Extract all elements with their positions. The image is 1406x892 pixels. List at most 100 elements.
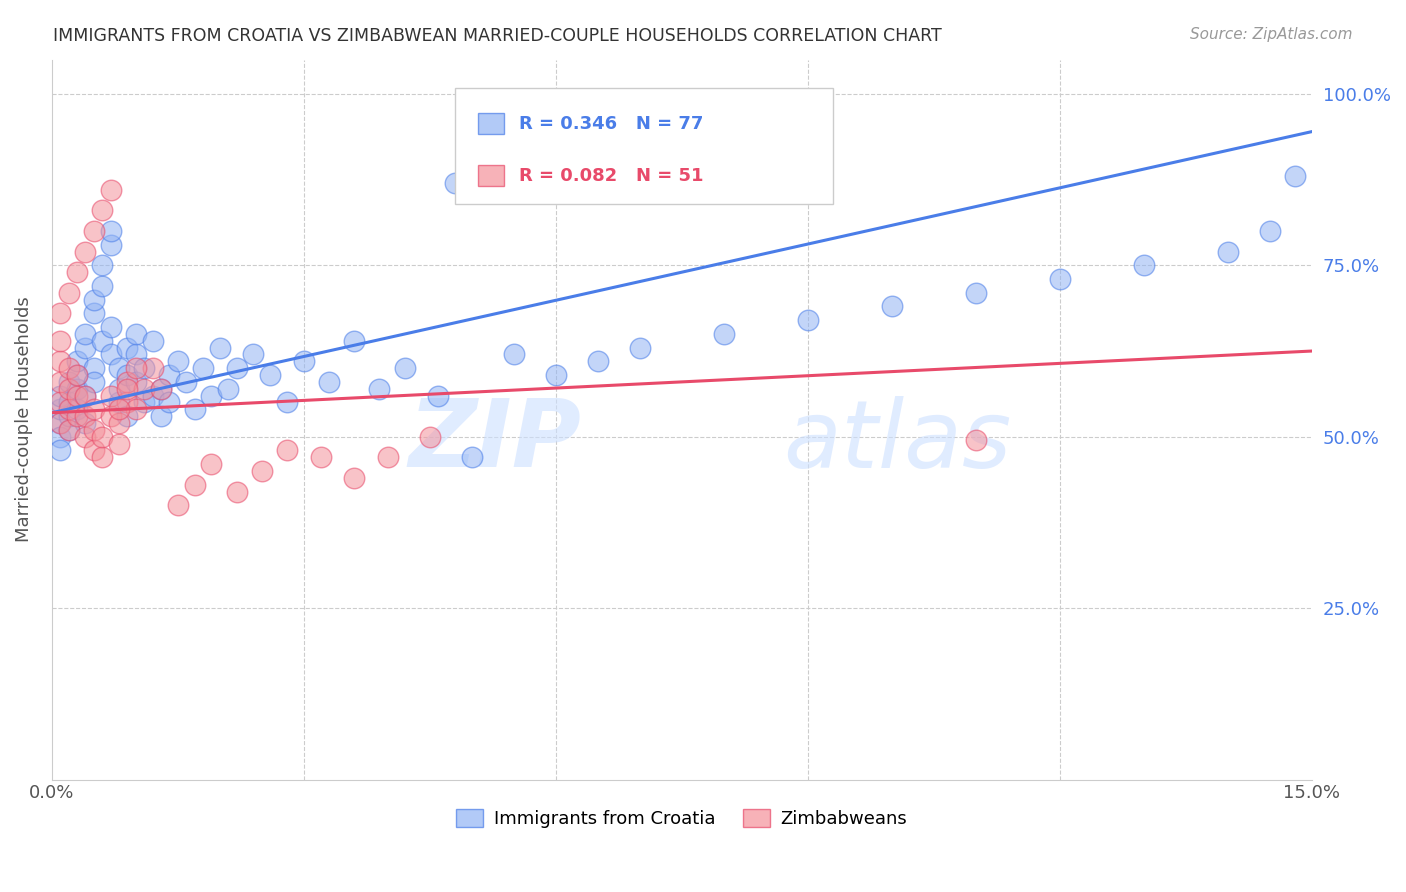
Point (343, 334, 366, 348)
Point (628, 341, 651, 355)
Point (83, 361, 105, 376)
Point (125, 326, 148, 341)
Point (83, 423, 105, 437)
FancyBboxPatch shape (478, 165, 505, 186)
Point (58, 402, 80, 417)
Point (83, 375, 105, 389)
Point (149, 409, 172, 424)
Point (217, 382, 239, 396)
Point (1216, 244, 1239, 259)
Point (183, 477, 205, 491)
Point (225, 484, 247, 499)
Point (142, 361, 165, 376)
Point (83, 402, 105, 417)
Point (125, 402, 148, 417)
Point (75, 389, 97, 403)
Point (108, 395, 131, 409)
Text: IMMIGRANTS FROM CROATIA VS ZIMBABWEAN MARRIED-COUPLE HOUSEHOLDS CORRELATION CHAR: IMMIGRANTS FROM CROATIA VS ZIMBABWEAN MA… (53, 27, 942, 45)
Point (91, 258, 114, 272)
Point (49, 306, 72, 320)
Point (108, 402, 131, 417)
Point (125, 361, 148, 376)
Point (276, 443, 298, 458)
Point (49, 430, 72, 444)
Text: R = 0.082   N = 51: R = 0.082 N = 51 (519, 167, 704, 185)
Point (208, 341, 231, 355)
Point (91, 430, 114, 444)
Point (83, 293, 105, 307)
Point (66, 409, 89, 424)
Point (117, 395, 139, 409)
Text: R = 0.346   N = 77: R = 0.346 N = 77 (519, 115, 703, 133)
Point (49, 354, 72, 368)
Point (100, 347, 122, 361)
Point (91, 203, 114, 218)
Point (100, 320, 122, 334)
Point (1133, 258, 1156, 272)
Point (880, 300, 903, 314)
Point (225, 361, 247, 376)
FancyBboxPatch shape (456, 88, 832, 203)
Point (134, 382, 156, 396)
Point (117, 341, 139, 355)
Point (149, 382, 172, 396)
Point (66, 402, 89, 417)
Point (100, 409, 122, 424)
Point (200, 389, 222, 403)
Point (108, 382, 131, 396)
Point (49, 375, 72, 389)
Point (125, 347, 148, 361)
Point (276, 395, 298, 409)
Text: atlas: atlas (783, 396, 1011, 487)
Point (75, 341, 97, 355)
Point (1049, 272, 1071, 286)
Point (149, 382, 172, 396)
Point (117, 382, 139, 396)
Point (58, 423, 80, 437)
FancyBboxPatch shape (478, 113, 505, 135)
Point (368, 382, 391, 396)
Point (83, 306, 105, 320)
Y-axis label: Married-couple Households: Married-couple Households (15, 297, 32, 542)
Point (259, 368, 281, 382)
Point (49, 395, 72, 409)
Point (75, 389, 97, 403)
Point (66, 354, 89, 368)
Point (108, 436, 131, 450)
Point (58, 361, 80, 376)
Point (75, 416, 97, 430)
Point (157, 368, 180, 382)
Point (166, 354, 188, 368)
Point (75, 244, 97, 259)
Point (49, 389, 72, 403)
Point (75, 430, 97, 444)
Point (292, 354, 315, 368)
Point (1258, 224, 1281, 238)
Point (157, 395, 180, 409)
Point (586, 354, 609, 368)
Point (318, 375, 340, 389)
Point (191, 361, 214, 376)
Point (183, 402, 205, 417)
Point (91, 450, 114, 465)
Point (166, 499, 188, 513)
Point (49, 416, 72, 430)
Point (49, 416, 72, 430)
Point (309, 450, 332, 465)
Point (66, 265, 89, 279)
Point (142, 334, 165, 348)
Point (200, 457, 222, 471)
Text: ZIP: ZIP (408, 395, 581, 487)
Point (58, 395, 80, 409)
Point (419, 430, 441, 444)
Point (75, 326, 97, 341)
Point (797, 313, 820, 327)
Point (377, 450, 399, 465)
Point (100, 183, 122, 197)
Point (174, 375, 197, 389)
Text: Source: ZipAtlas.com: Source: ZipAtlas.com (1189, 27, 1353, 42)
Point (83, 224, 105, 238)
Point (117, 368, 139, 382)
Point (100, 389, 122, 403)
Point (427, 389, 450, 403)
